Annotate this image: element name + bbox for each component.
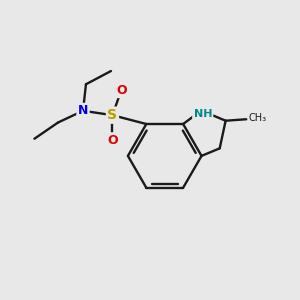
Text: N: N (78, 104, 88, 117)
Text: CH₃: CH₃ (249, 113, 267, 123)
Text: NH: NH (194, 109, 212, 118)
Text: S: S (107, 108, 118, 122)
Text: O: O (116, 84, 127, 97)
Text: O: O (107, 134, 118, 147)
